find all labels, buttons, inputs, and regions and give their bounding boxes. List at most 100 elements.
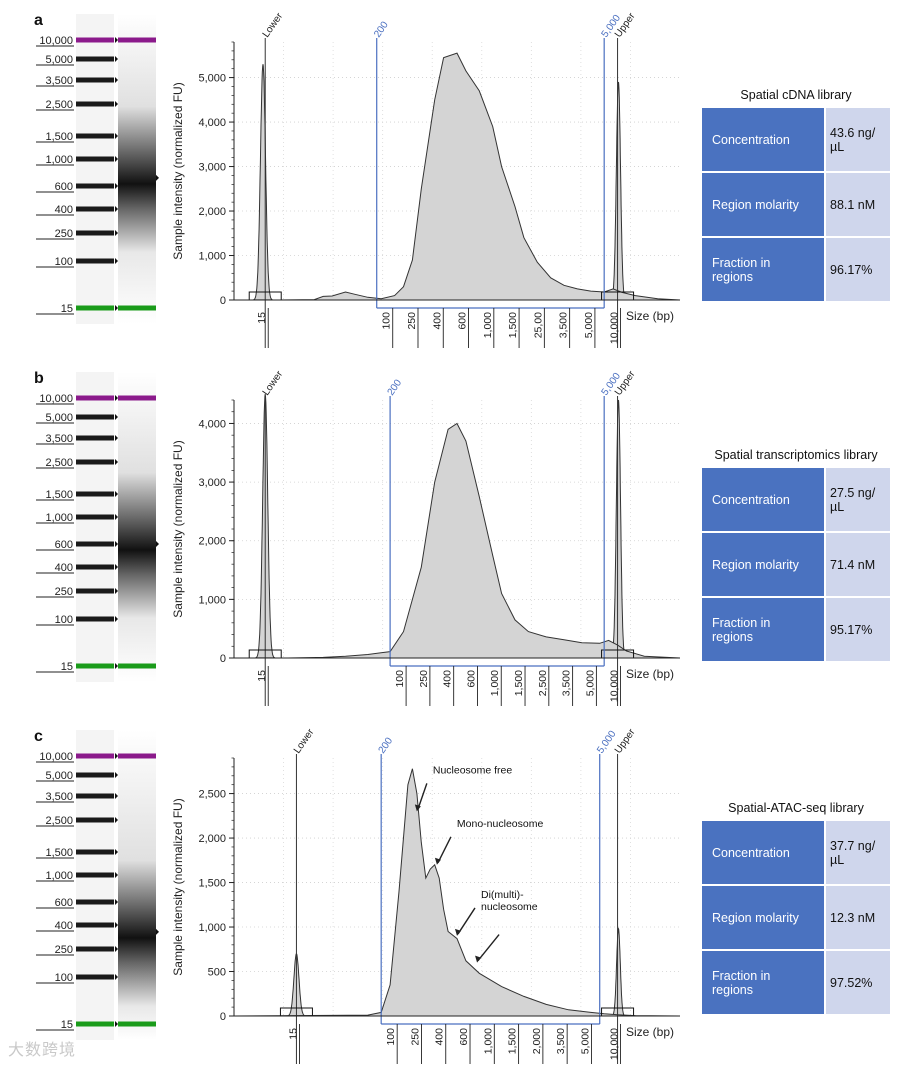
- row-label: Concentration: [700, 466, 826, 533]
- x-tick-label: 1,000: [482, 1028, 494, 1054]
- row-label: Concentration: [700, 106, 826, 173]
- region-start-label: 200: [377, 735, 396, 755]
- ladder-label: 400: [55, 562, 73, 574]
- marker-label: Lower: [261, 11, 286, 40]
- panel-letter: a: [34, 12, 43, 29]
- band-marker-icon: [115, 817, 118, 823]
- annotation-label: Mono-nucleosome: [457, 818, 544, 830]
- x-tick-label: 1,500: [507, 312, 519, 338]
- sample-band-marker-icon: [156, 541, 159, 547]
- ladder-band: [76, 514, 114, 520]
- y-axis-label: Sample intensity (normalized FU): [171, 440, 185, 617]
- band-marker-icon: [115, 872, 118, 878]
- sample-trace: [234, 52, 681, 301]
- row-value: 12.3 nM: [824, 884, 892, 951]
- ladder-label: 2,500: [45, 99, 73, 111]
- band-marker-icon: [115, 564, 118, 570]
- gel-image: 10,000 5,000 3,500 2,500 1,500 1,000 600 400 250…: [36, 14, 159, 324]
- x-tick-label: 400: [434, 1028, 446, 1046]
- ladder-label: 1,500: [45, 131, 73, 143]
- x-axis-label: Size (bp): [626, 667, 674, 681]
- ladder-band: [76, 133, 114, 139]
- x-tick-label: 15: [287, 1028, 299, 1040]
- y-tick-label: 500: [208, 967, 226, 979]
- band-marker-icon: [115, 588, 118, 594]
- ladder-lane: [76, 372, 114, 682]
- sample-trace: [233, 768, 681, 1017]
- band-marker-icon: [115, 663, 118, 669]
- y-tick-label: 1,000: [198, 251, 226, 263]
- table-row: Concentration 37.7 ng/µL: [700, 819, 892, 886]
- ladder-label: 5,000: [45, 412, 73, 424]
- ladder-label: 15: [61, 303, 73, 315]
- band-marker-icon: [115, 56, 118, 62]
- y-tick-label: 1,500: [198, 878, 226, 890]
- ladder-band: [76, 395, 114, 401]
- ladder-label: 3,500: [45, 433, 73, 445]
- band-marker-icon: [115, 435, 118, 441]
- x-tick-label: 10,000: [609, 670, 621, 702]
- x-tick-label: 100: [381, 312, 393, 330]
- x-tick-label: 600: [465, 670, 477, 688]
- ladder-band: [76, 922, 114, 928]
- x-tick-label: 15: [256, 312, 268, 324]
- ladder-band: [76, 56, 114, 62]
- sample-marker-upper: [118, 395, 156, 401]
- table-row: Concentration 27.5 ng/µL: [700, 466, 892, 533]
- ladder-label: 600: [55, 897, 73, 909]
- ladder-label: 100: [55, 972, 73, 984]
- table-row: Region molarity 71.4 nM: [700, 531, 892, 598]
- y-tick-label: 2,000: [198, 206, 226, 218]
- row-value: 37.7 ng/µL: [824, 819, 892, 886]
- ladder-label: 3,500: [45, 791, 73, 803]
- ladder-band: [76, 491, 114, 497]
- annotation-arrow: [437, 836, 452, 864]
- y-axis-label: Sample intensity (normalized FU): [171, 82, 185, 259]
- band-marker-icon: [115, 753, 118, 759]
- x-tick-label: 10,000: [609, 1028, 621, 1060]
- sample-band-marker-icon: [156, 174, 159, 181]
- x-tick-label: 250: [409, 1028, 421, 1046]
- table-title: Spatial cDNA library: [740, 88, 852, 102]
- row-value: 96.17%: [824, 236, 892, 303]
- ladder-label: 15: [61, 1019, 73, 1031]
- x-tick-label: 250: [406, 312, 418, 330]
- annotation-label: Nucleosome free: [433, 764, 513, 776]
- table-row: Region molarity 88.1 nM: [700, 171, 892, 238]
- band-marker-icon: [115, 541, 118, 547]
- row-value: 27.5 ng/µL: [824, 466, 892, 533]
- x-tick-label: 3,500: [558, 312, 570, 338]
- table-row: Fraction in regions 96.17%: [700, 236, 892, 303]
- table-row: Fraction in regions 97.52%: [700, 949, 892, 1016]
- ladder-band: [76, 183, 114, 189]
- sample-marker-lower: [118, 305, 156, 311]
- x-tick-label: 2,000: [531, 1028, 543, 1054]
- table-row: Concentration 43.6 ng/µL: [700, 106, 892, 173]
- ladder-band: [76, 772, 114, 778]
- x-tick-label: 1,500: [507, 1028, 519, 1054]
- annotation-label: nucleosome: [481, 901, 538, 913]
- y-tick-label: 2,000: [198, 833, 226, 845]
- x-axis-label: Size (bp): [626, 1025, 674, 1039]
- ladder-label: 100: [55, 256, 73, 268]
- band-marker-icon: [115, 793, 118, 799]
- ladder-label: 1,000: [45, 154, 73, 166]
- ladder-band: [76, 872, 114, 878]
- band-marker-icon: [115, 491, 118, 497]
- y-tick-label: 3,000: [198, 477, 226, 489]
- x-tick-label: 1,500: [513, 670, 525, 696]
- ladder-label: 10,000: [39, 751, 73, 763]
- sample-lane: [118, 14, 156, 324]
- marker-label: Lower: [261, 369, 286, 398]
- panel-c: c 10,000 5,000 3,500 2,500 1,500 1,000 600 400 2…: [0, 724, 921, 1080]
- band-marker-icon: [115, 133, 118, 139]
- sample-marker-lower: [118, 663, 156, 669]
- ladder-label: 5,000: [45, 770, 73, 782]
- marker-peak: [253, 64, 273, 301]
- ladder-band: [76, 541, 114, 547]
- arrowhead-icon: [455, 928, 461, 936]
- x-tick-label: 400: [442, 670, 454, 688]
- marker-label: Upper: [613, 727, 638, 756]
- ladder-band: [76, 206, 114, 212]
